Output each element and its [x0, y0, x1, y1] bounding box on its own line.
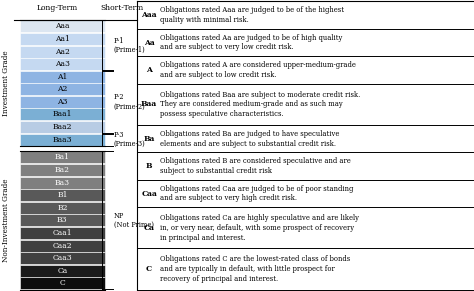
Text: Non-Investment Grade: Non-Investment Grade [2, 179, 10, 262]
Bar [19, 109, 105, 120]
Text: B1: B1 [57, 191, 68, 199]
Text: Caa: Caa [141, 189, 157, 198]
Text: Ca: Ca [57, 267, 67, 275]
Text: Aaa: Aaa [55, 22, 70, 31]
Bar [19, 252, 105, 264]
Text: Obligations rated C are the lowest-rated class of bonds
and are typically in def: Obligations rated C are the lowest-rated… [160, 255, 350, 283]
Text: Caa3: Caa3 [53, 254, 72, 262]
Text: A3: A3 [57, 98, 68, 106]
Text: Ba: Ba [144, 135, 155, 143]
Text: Obligations rated Aaa are judged to be of the highest
quality with minimal risk.: Obligations rated Aaa are judged to be o… [160, 6, 344, 24]
Bar [19, 58, 105, 70]
Text: Short-Term: Short-Term [101, 4, 144, 12]
Text: Ba2: Ba2 [55, 166, 70, 174]
Text: NP
(Not Prime): NP (Not Prime) [114, 212, 154, 229]
Text: B3: B3 [57, 216, 68, 224]
Bar [19, 164, 105, 176]
Text: Baa3: Baa3 [53, 136, 72, 143]
Text: A1: A1 [57, 73, 67, 81]
Text: Long-Term: Long-Term [36, 4, 78, 12]
Bar [19, 189, 105, 201]
Bar [19, 227, 105, 239]
Text: Investment Grade: Investment Grade [2, 50, 10, 116]
Text: Obligations rated Ba are judged to have speculative
elements and are subject to : Obligations rated Ba are judged to have … [160, 130, 339, 148]
Text: P-3
(Prime-3): P-3 (Prime-3) [114, 131, 146, 148]
Text: Obligations rated Caa are judged to be of poor standing
and are subject to very : Obligations rated Caa are judged to be o… [160, 184, 353, 203]
Text: Baa: Baa [141, 100, 157, 108]
Text: Ba1: Ba1 [55, 153, 70, 161]
Bar [19, 20, 105, 32]
Bar [19, 151, 105, 163]
Text: C: C [59, 279, 65, 287]
Text: Aa1: Aa1 [55, 35, 70, 43]
Text: Ba3: Ba3 [55, 179, 70, 187]
Text: Ca: Ca [144, 224, 155, 232]
Bar [19, 71, 105, 83]
Bar [19, 121, 105, 133]
Text: B: B [146, 162, 153, 170]
Text: C: C [146, 265, 152, 273]
Text: Baa1: Baa1 [53, 110, 72, 118]
Bar [19, 177, 105, 189]
Bar [19, 83, 105, 95]
Text: Obligations rated B are considered speculative and are
subject to substantial cr: Obligations rated B are considered specu… [160, 157, 350, 175]
Text: Obligations rated A are considered upper-medium-grade
and are subject to low cre: Obligations rated A are considered upper… [160, 61, 356, 79]
Text: B2: B2 [57, 204, 68, 212]
Text: P-2
(Prime-2): P-2 (Prime-2) [114, 93, 146, 111]
Bar [19, 96, 105, 108]
Text: A2: A2 [57, 85, 67, 93]
Text: Aa2: Aa2 [55, 47, 70, 56]
Text: Caa2: Caa2 [53, 242, 72, 249]
Bar [19, 134, 105, 146]
Bar [19, 277, 105, 289]
Text: A: A [146, 66, 152, 74]
Text: Aa3: Aa3 [55, 60, 70, 68]
Text: Obligations rated Aa are judged to be of high quality
and are subject to very lo: Obligations rated Aa are judged to be of… [160, 34, 342, 52]
Text: P-1
(Prime-1): P-1 (Prime-1) [114, 37, 146, 54]
Bar [19, 239, 105, 251]
Bar [19, 265, 105, 277]
Bar [19, 202, 105, 214]
Text: Aa: Aa [144, 39, 155, 47]
Text: Baa2: Baa2 [53, 123, 72, 131]
Bar [19, 33, 105, 45]
Bar [19, 46, 105, 58]
Text: Aaa: Aaa [141, 11, 157, 19]
Text: Caa1: Caa1 [53, 229, 72, 237]
Bar [19, 214, 105, 226]
Text: Obligations rated Ca are highly speculative and are likely
in, or very near, def: Obligations rated Ca are highly speculat… [160, 214, 358, 242]
Text: Obligations rated Baa are subject to moderate credit risk.
They are considered m: Obligations rated Baa are subject to mod… [160, 91, 360, 118]
